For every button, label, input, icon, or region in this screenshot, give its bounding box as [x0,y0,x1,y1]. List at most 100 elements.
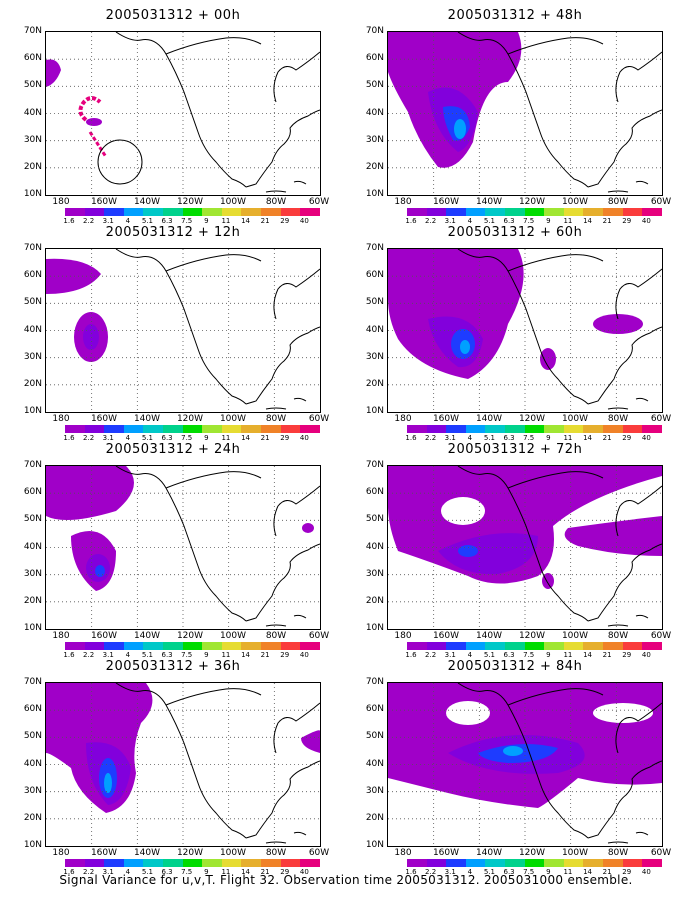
colorbar-swatch [465,208,486,216]
variance-blob [460,340,470,354]
longitude-tick-label: 120W [176,848,204,858]
panel-title: 2005031312 + 24h [105,442,241,457]
colorbar-swatch [407,425,427,433]
longitude-tick-label: 140W [133,631,161,641]
latitude-tick-label: 50N [365,297,384,308]
colorbar-tick-label: 29 [622,434,632,442]
longitude-tick-label: 60W [308,414,330,424]
colorbar-swatch [583,642,604,650]
forecast-panel-00h: 2005031312 + 00h 70N 60N 50N 40N 30N 20N 10N 18… [8,8,338,225]
latitude-tick-label: 20N [365,378,384,389]
colorbar-swatch [407,642,427,650]
colorbar-labels: 1.6 2.2 3.1 4 5.1 6.3 7.5 9 11 14 21 29 40 [405,868,662,878]
latitude-tick-label: 20N [23,378,42,389]
colorbar-swatch [544,642,564,650]
colorbar-swatch [300,859,320,867]
colorbar-swatch [583,208,604,216]
colorbar-tick-label: 14 [241,434,250,442]
colorbar-swatch [465,859,486,867]
colorbar-swatch [123,642,144,650]
colorbar-swatch [123,208,144,216]
colorbar-tick-label: 21 [260,868,270,876]
longitude-tick-label: 100W [561,631,589,641]
colorbar-tick-label: 3.1 [102,434,114,442]
colorbar-tick-label: 29 [280,651,290,659]
colorbar-tick-label: 11 [563,434,573,442]
colorbar-swatch [261,208,281,216]
variance-blob [83,324,99,350]
colorbar-tick-label: 21 [260,434,270,442]
colorbar-swatch [524,425,545,433]
latitude-tick-label: 30N [365,351,384,362]
colorbar [65,208,320,216]
colorbar-swatch [241,642,262,650]
longitude-tick-label: 100W [219,414,247,424]
colorbar-tick-label: 2.2 [83,217,95,225]
longitude-tick-label: 60W [650,631,672,641]
colorbar-tick-label: 1.6 [405,217,417,225]
map-12h [45,248,321,413]
panel-title: 2005031312 + 72h [447,442,583,457]
colorbar-swatch [123,425,144,433]
latitude-tick-label: 10N [23,840,42,850]
coastline [115,683,320,839]
latitude-tick-label: 40N [23,324,42,335]
colorbar-tick-label: 2.2 [83,434,95,442]
colorbar-swatch [485,425,506,433]
longitude-tick-label: 120W [518,414,546,424]
colorbar-tick-label: 5.1 [141,217,154,225]
longitude-tick-label: 180 [394,848,412,858]
colorbar-swatch [563,642,584,650]
colorbar-swatch [104,859,124,867]
colorbar-swatch [84,642,105,650]
colorbar-tick-label: 11 [221,434,231,442]
coastline [265,831,307,844]
colorbar-swatch [143,859,164,867]
colorbar-swatch [446,208,466,216]
longitude-tick-label: 160W [432,631,460,641]
colorbar-tick-label: 21 [602,868,612,876]
colorbar-tick-label: 11 [563,651,573,659]
colorbar-tick-label: 3.1 [444,217,456,225]
latitude-tick-label: 60N [23,53,42,64]
latitude-tick-label: 10N [365,406,384,416]
longitude-tick-label: 140W [475,631,503,641]
variance-blob [301,730,320,753]
colorbar-tick-label: 1.6 [63,868,75,876]
variance-gap [593,703,653,723]
colorbar-tick-label: 40 [641,434,651,442]
colorbar-tick-label: 11 [221,217,231,225]
longitude-tick-label: 180 [52,414,70,424]
colorbar-tick-label: 14 [241,868,250,876]
longitude-tick-label: 100W [561,414,589,424]
colorbar-tick-label: 4 [125,651,131,659]
colorbar [65,859,320,867]
colorbar-swatch [221,642,242,650]
colorbar-tick-label: 14 [583,434,592,442]
latitude-tick-label: 70N [365,677,384,687]
latitude-tick-label: 40N [365,324,384,335]
colorbar-tick-label: 5.1 [141,651,154,659]
colorbar-tick-label: 4 [467,217,473,225]
latitude-tick-label: 40N [23,541,42,552]
colorbar-swatch [182,425,203,433]
colorbar [65,425,320,433]
colorbar-tick-label: 29 [280,434,290,442]
colorbar-tick-label: 7.5 [181,434,193,442]
colorbar-tick-label: 7.5 [523,868,535,876]
latitude-tick-label: 50N [23,80,42,91]
colorbar-tick-label: 14 [241,217,250,225]
colorbar-swatch [143,642,164,650]
variance-gap [441,497,485,525]
colorbar-swatch [426,642,447,650]
colorbar-swatch [182,859,203,867]
map-72h [387,465,663,630]
colorbar-swatch [84,859,105,867]
colorbar-tick-label: 2.2 [83,868,95,876]
colorbar-swatch [65,859,85,867]
longitude-tick-label: 140W [133,197,161,207]
variance-blob [564,516,662,556]
colorbar-labels: 1.6 2.2 3.1 4 5.1 6.3 7.5 9 11 14 21 29 40 [63,868,320,878]
coastline [607,180,649,193]
longitude-tick-label: 80W [265,848,287,858]
